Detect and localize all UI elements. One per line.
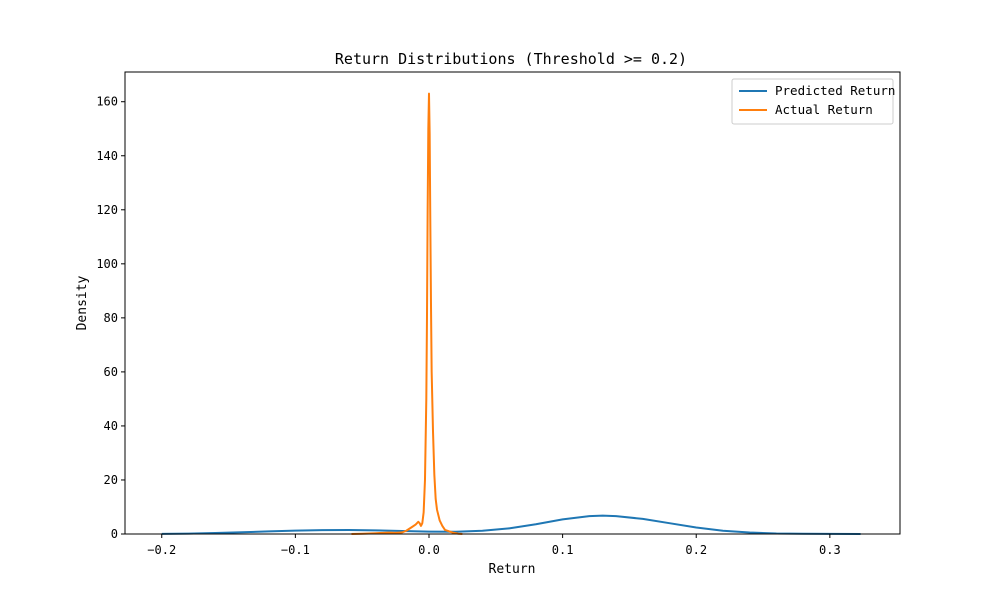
y-tick-label: 20: [104, 473, 118, 487]
y-tick-label: 60: [104, 365, 118, 379]
x-axis-label: Return: [489, 562, 536, 577]
x-tick-label: −0.2: [147, 543, 176, 557]
y-tick-label: 80: [104, 311, 118, 325]
y-axis-label: Density: [75, 275, 90, 330]
x-axis: −0.2 −0.1 0.0 0.1 0.2 0.3: [147, 534, 841, 557]
y-tick-label: 40: [104, 419, 118, 433]
y-tick-label: 140: [96, 149, 118, 163]
legend: Predicted Return Actual Return: [731, 78, 895, 125]
y-tick-label: 120: [96, 203, 118, 217]
x-tick-label: −0.1: [281, 543, 310, 557]
chart-title: Return Distributions (Threshold >= 0.2): [335, 50, 687, 68]
legend-box: [731, 78, 894, 125]
plot-frame: [124, 71, 901, 535]
series-line-actual-return: [351, 92, 463, 535]
x-tick-label: 0.2: [685, 543, 707, 557]
y-tick-label: 160: [96, 95, 118, 109]
y-tick-label: 0: [111, 527, 118, 541]
y-tick-label: 100: [96, 257, 118, 271]
series-line-predicted-return: [161, 514, 861, 535]
x-tick-label: 0.3: [819, 543, 841, 557]
y-axis: 0 20 40 60 80 100 120 140 160: [96, 95, 125, 541]
legend-label-predicted-return: Predicted Return: [775, 83, 895, 98]
legend-label-actual-return: Actual Return: [775, 102, 873, 117]
x-tick-label: 0.1: [552, 543, 574, 557]
series-layer: [161, 92, 861, 535]
x-tick-label: 0.0: [418, 543, 440, 557]
